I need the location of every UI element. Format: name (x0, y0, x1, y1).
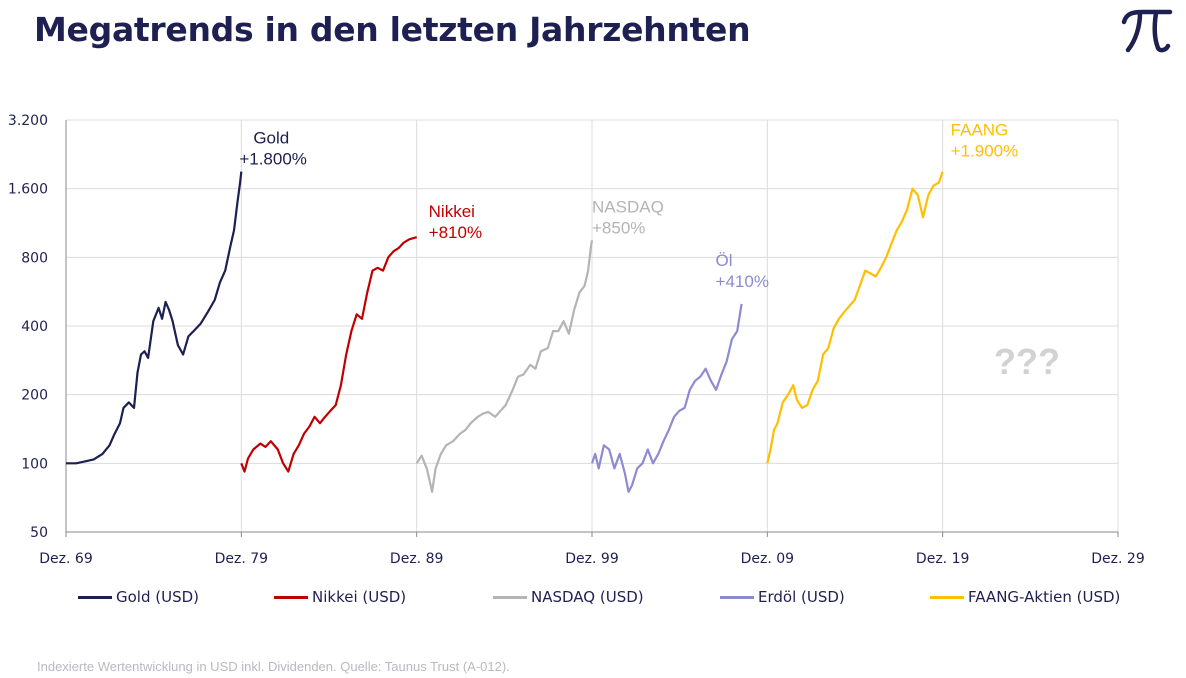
x-axis-ticks: Dez. 69 Dez. 79 Dez. 89 Dez. 99 Dez. 09 Dez. … (39, 551, 1144, 567)
series-line (766, 171, 944, 464)
series-annotations: Gold +1.800% Nikkei +810% NASDAQ +850% Öl +410%… (239, 121, 1018, 291)
series-line (66, 171, 243, 465)
legend-label: Gold (USD) (116, 588, 200, 606)
y-axis-ticks: 50 100 200 400 800 1.600 3.200 (8, 113, 48, 541)
y-tick-label: 1.600 (8, 182, 48, 198)
series-line (590, 303, 743, 493)
series-annotation-change: +1.800% (239, 150, 307, 169)
series-annotation-name: FAANG (951, 121, 1009, 140)
y-tick-label: 200 (21, 388, 48, 404)
series-annotation-change: +810% (429, 223, 482, 242)
series-annotation-change: +410% (716, 272, 769, 291)
legend-item: NASDAQ (USD) (493, 588, 644, 606)
chart-legend: Gold (USD) Nikkei (USD) NASDAQ (USD) Erdöl … (60, 588, 1140, 612)
series-line (415, 240, 594, 493)
y-tick-label: 800 (21, 250, 48, 266)
series-annotation-name: Öl (716, 251, 733, 270)
y-tick-label: 50 (30, 525, 48, 541)
legend-swatch (78, 595, 112, 599)
legend-swatch (493, 595, 527, 599)
question-marks-label: ??? (994, 341, 1060, 382)
y-tick-label: 100 (21, 456, 48, 472)
series-lines (66, 171, 944, 493)
legend-label: NASDAQ (USD) (531, 588, 644, 606)
legend-item: Erdöl (USD) (720, 588, 845, 606)
legend-item: Gold (USD) (78, 588, 199, 606)
series-line (240, 236, 418, 473)
chart-grid (65, 119, 1119, 537)
legend-label: FAANG-Aktien (USD) (968, 588, 1121, 606)
legend-item: Nikkei (USD) (274, 588, 406, 606)
pi-logo-icon (1118, 6, 1174, 61)
x-tick-label: Dez. 69 (39, 551, 92, 567)
legend-item: FAANG-Aktien (USD) (930, 588, 1120, 606)
x-tick-label: Dez. 09 (741, 551, 794, 567)
x-tick-label: Dez. 79 (215, 551, 268, 567)
page-title: Megatrends in den letzten Jahrzehnten (34, 10, 751, 49)
legend-swatch (930, 595, 964, 599)
y-tick-label: 400 (21, 319, 48, 335)
x-tick-label: Dez. 99 (565, 551, 618, 567)
x-tick-label: Dez. 89 (390, 551, 443, 567)
footnote: Indexierte Wertentwicklung in USD inkl. … (37, 659, 510, 674)
series-annotation-name: NASDAQ (592, 197, 664, 216)
x-tick-label: Dez. 19 (916, 551, 969, 567)
legend-label: Erdöl (USD) (758, 588, 845, 606)
legend-swatch (720, 595, 754, 599)
series-annotation-change: +1.900% (951, 142, 1019, 161)
series-annotation-name: Nikkei (429, 202, 475, 221)
y-tick-label: 3.200 (8, 113, 48, 129)
series-annotation-name: Gold (253, 129, 289, 148)
legend-label: Nikkei (USD) (312, 588, 407, 606)
x-tick-label: Dez. 29 (1091, 551, 1144, 567)
legend-swatch (274, 595, 308, 599)
series-annotation-change: +850% (592, 218, 645, 237)
